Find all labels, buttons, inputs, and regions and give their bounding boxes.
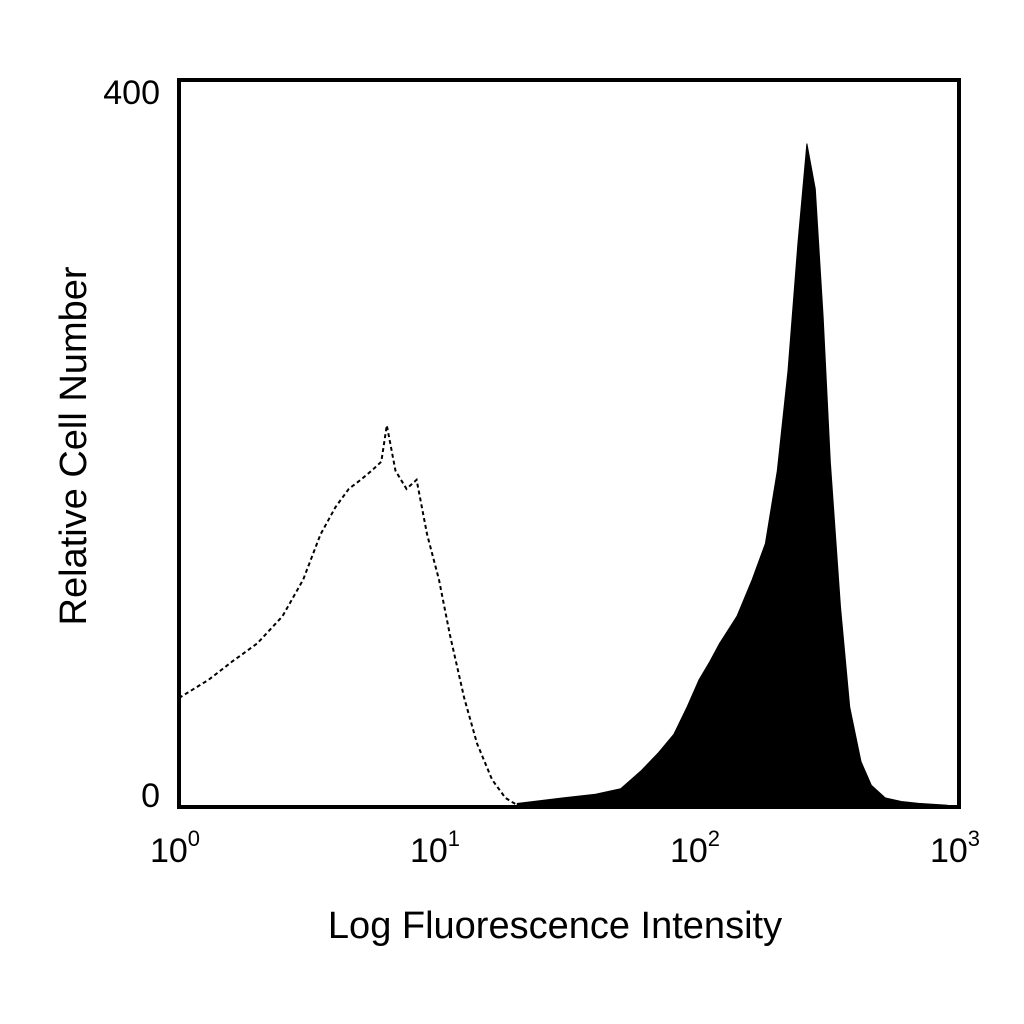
series-layer xyxy=(178,143,948,808)
x-tick-base: 10 xyxy=(670,832,708,870)
x-tick-label-3: 103 xyxy=(930,826,980,870)
x-tick-exponent: 3 xyxy=(968,826,980,851)
x-axis-ticks: 100 101 102 103 xyxy=(150,826,980,870)
series-1-filled-histogram xyxy=(516,143,948,808)
x-tick-label-1: 101 xyxy=(410,826,460,870)
x-tick-base: 10 xyxy=(930,832,968,870)
x-tick-base: 10 xyxy=(150,832,188,870)
x-tick-label-2: 102 xyxy=(670,826,720,870)
y-axis-ticks: 0 400 xyxy=(103,74,160,815)
y-axis-title: Relative Cell Number xyxy=(53,266,95,625)
x-tick-base: 10 xyxy=(410,832,448,870)
x-tick-label-0: 100 xyxy=(150,826,200,870)
x-tick-exponent: 1 xyxy=(448,826,460,851)
x-tick-exponent: 2 xyxy=(708,826,720,851)
x-axis-title: Log Fluorescence Intensity xyxy=(328,905,782,947)
y-tick-label-0: 0 xyxy=(141,777,160,815)
plot-frame xyxy=(177,78,961,809)
y-tick-label-1: 400 xyxy=(103,74,160,112)
series-0-dotted-histogram xyxy=(178,425,534,808)
x-tick-exponent: 0 xyxy=(188,826,200,851)
